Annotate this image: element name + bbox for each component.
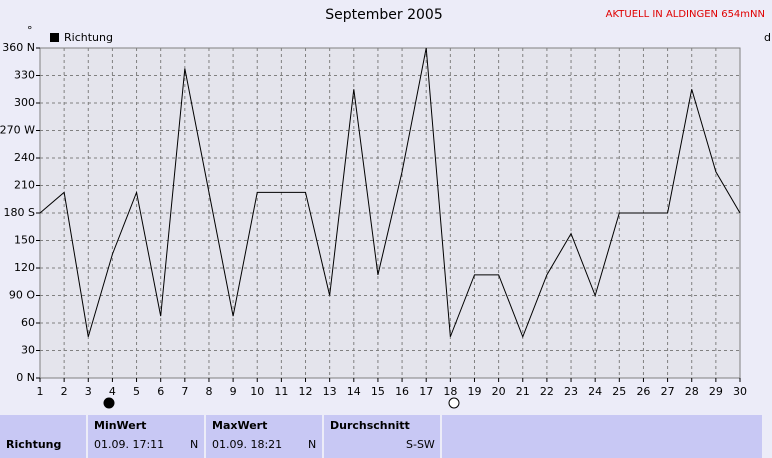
x-tick-label: 8 xyxy=(205,385,212,398)
cut-label: d xyxy=(764,31,771,44)
x-tick-label: 10 xyxy=(250,385,264,398)
x-tick-label: 11 xyxy=(274,385,288,398)
x-tick-label: 26 xyxy=(636,385,650,398)
x-tick-label: 19 xyxy=(467,385,481,398)
avg: S-SW xyxy=(406,438,435,451)
y-tick-label: 270 W xyxy=(0,124,35,137)
moon-icon xyxy=(103,397,115,409)
x-tick-label: 27 xyxy=(661,385,675,398)
x-tick-label: 21 xyxy=(516,385,530,398)
x-tick-label: 5 xyxy=(133,385,140,398)
x-tick-label: 28 xyxy=(685,385,699,398)
x-tick-label: 3 xyxy=(85,385,92,398)
x-tick-label: 23 xyxy=(564,385,578,398)
max-dir: N xyxy=(308,438,317,451)
max-time: 01.09. 18:21 xyxy=(212,438,283,451)
y-tick-label: 210 xyxy=(14,179,35,192)
data-line xyxy=(39,47,741,339)
y-tick-label: 150 xyxy=(14,234,35,247)
x-tick-label: 25 xyxy=(612,385,626,398)
x-tick-label: 22 xyxy=(540,385,554,398)
min-time: 01.09. 17:11 xyxy=(94,438,165,451)
min-dir: N xyxy=(190,438,199,451)
y-tick-label: 120 xyxy=(14,261,35,274)
y-tick-label: 0 N xyxy=(16,371,35,384)
x-tick-label: 16 xyxy=(395,385,409,398)
row-label: Richtung xyxy=(6,438,62,451)
annotation: AKTUELL IN ALDINGEN 654mNN xyxy=(606,9,765,20)
column-header: MinWert xyxy=(88,415,204,458)
x-tick-label: 12 xyxy=(299,385,313,398)
y-tick-label: 180 S xyxy=(4,206,35,219)
column-header: Durchschnitt xyxy=(324,415,440,458)
x-tick-label: 29 xyxy=(709,385,723,398)
x-tick-label: 18 xyxy=(443,385,457,398)
y-tick-label: 300 xyxy=(14,96,35,109)
table-cell xyxy=(0,415,86,458)
y-tick-label: 90 O xyxy=(9,289,35,302)
x-tick-label: 15 xyxy=(371,385,385,398)
moon-icon xyxy=(448,397,460,409)
x-tick-label: 30 xyxy=(733,385,747,398)
x-tick-label: 1 xyxy=(37,385,44,398)
x-tick-label: 13 xyxy=(323,385,337,398)
y-tick-label: 30 xyxy=(21,344,35,357)
x-tick-label: 20 xyxy=(492,385,506,398)
x-tick-label: 14 xyxy=(347,385,361,398)
y-tick-label: 360 N xyxy=(2,41,35,54)
legend-swatch xyxy=(50,33,59,42)
table-cell xyxy=(442,415,762,458)
chart: September 2005 AKTUELL IN ALDINGEN 654mN… xyxy=(0,7,771,409)
x-tick-label: 6 xyxy=(157,385,164,398)
y-tick-label: 60 xyxy=(21,316,35,329)
x-tick-label: 2 xyxy=(61,385,68,398)
x-tick-label: 4 xyxy=(109,385,116,398)
x-tick-label: 9 xyxy=(230,385,237,398)
legend-label: Richtung xyxy=(64,31,113,44)
x-tick-label: 7 xyxy=(181,385,188,398)
degree-sign: ° xyxy=(27,24,33,37)
y-tick-label: 240 xyxy=(14,151,35,164)
chart-title: September 2005 xyxy=(325,7,442,23)
column-header: MaxWert xyxy=(206,415,322,458)
x-tick-label: 24 xyxy=(588,385,602,398)
y-tick-label: 330 xyxy=(14,69,35,82)
x-tick-label: 17 xyxy=(419,385,433,398)
